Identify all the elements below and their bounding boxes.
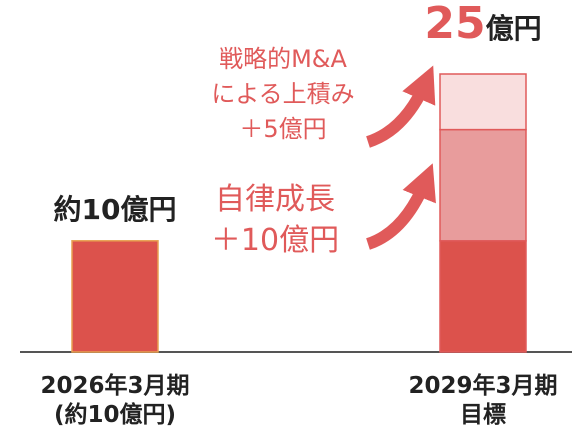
arrow: [365, 163, 436, 250]
annotation: 自律成長 ＋10億円: [210, 182, 340, 258]
annotation: 戦略的M&A による上積み ＋5億円: [211, 45, 355, 143]
total-label: 25億円: [424, 0, 541, 49]
x-tick-label: 2029年3月期 目標: [408, 373, 558, 428]
bar-segment: [439, 128, 527, 242]
total-label: 約10億円: [54, 193, 177, 226]
bar-segment: [71, 240, 159, 353]
bar-segment: [439, 73, 527, 131]
arrow: [365, 65, 436, 148]
x-tick-label: 2026年3月期 (約10億円): [40, 373, 190, 428]
bar-segment: [439, 240, 527, 353]
